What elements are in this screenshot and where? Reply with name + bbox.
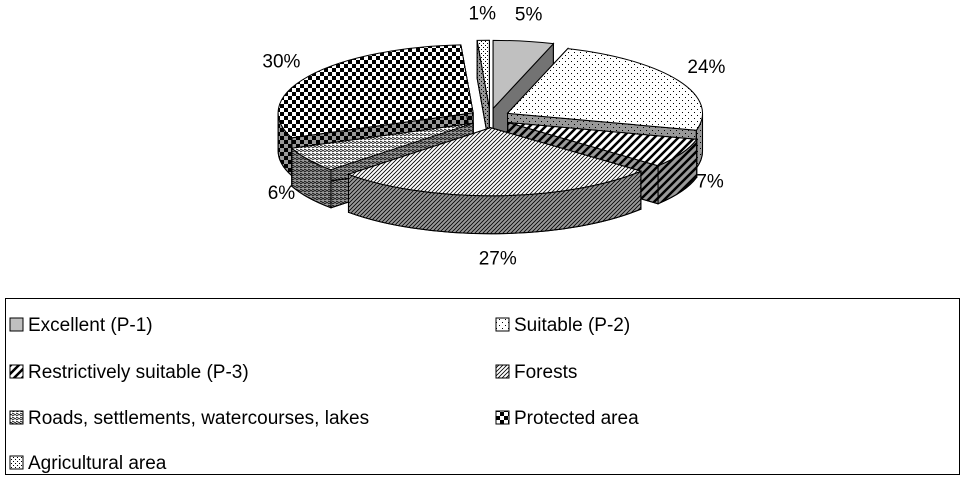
legend-label: Agricultural area	[28, 453, 167, 474]
legend-swatch	[9, 410, 24, 425]
legend-label: Roads, settlements, watercourses, lakes	[28, 408, 369, 429]
data-label: 5%	[515, 5, 543, 26]
legend-swatch	[495, 364, 510, 379]
legend-label: Forests	[514, 362, 577, 383]
legend-swatch	[495, 317, 510, 332]
legend-swatch	[9, 317, 24, 332]
slice	[277, 44, 474, 139]
legend-label: Restrictively suitable (P-3)	[28, 362, 249, 383]
legend-label: Excellent (P-1)	[28, 315, 153, 336]
legend-swatch	[9, 455, 24, 470]
legend-swatch	[9, 364, 24, 379]
data-label: 7%	[696, 171, 724, 192]
slice	[506, 48, 703, 131]
data-label: 27%	[479, 249, 517, 270]
data-label: 24%	[687, 57, 725, 78]
legend-label: Protected area	[514, 408, 639, 429]
slice	[346, 127, 643, 197]
slice	[476, 39, 490, 109]
slice	[290, 122, 474, 171]
legend-swatch	[495, 410, 510, 425]
data-label: 30%	[262, 51, 300, 72]
legend-box	[5, 298, 960, 475]
slice	[492, 39, 555, 110]
data-label: 6%	[268, 183, 296, 204]
legend-label: Suitable (P-2)	[514, 315, 630, 336]
slice	[507, 121, 698, 167]
data-label: 1%	[469, 3, 497, 24]
